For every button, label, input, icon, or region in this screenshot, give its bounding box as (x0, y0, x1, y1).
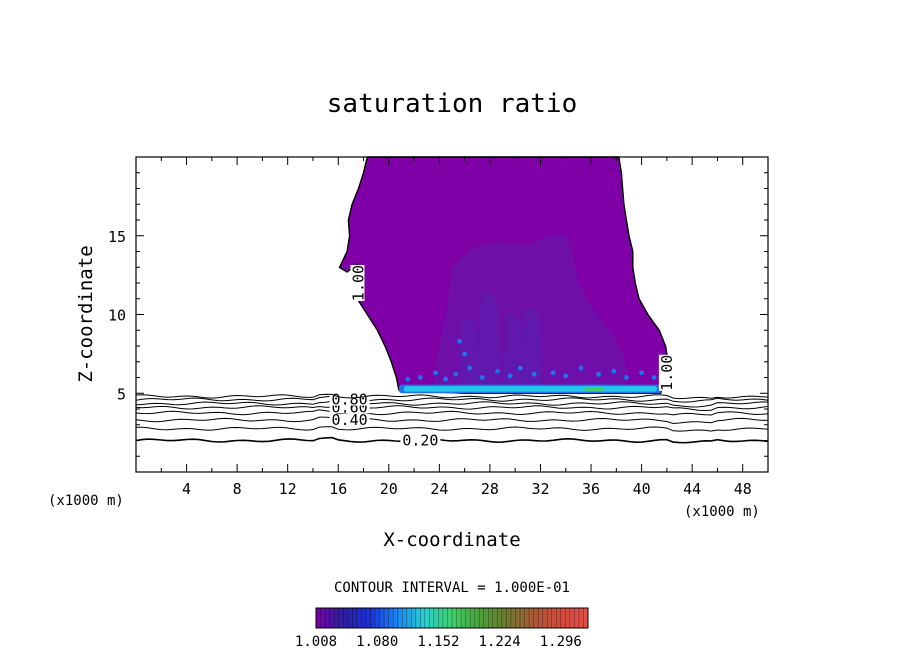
cloud-speckle-5 (467, 365, 473, 371)
cloud-speckle-19 (462, 351, 468, 357)
cloud-shaft-1 (477, 290, 502, 387)
contour-label-bg-2 (329, 412, 370, 427)
y-tick-label-15: 15 (108, 228, 126, 246)
cloud-speckle-18 (651, 375, 657, 380)
x-tick-label-40: 40 (633, 480, 651, 498)
x-tick-label-24: 24 (430, 480, 448, 498)
plot-area: 0.200.400.600.801.001.00 (135, 156, 769, 473)
cloud-speckle-13 (578, 365, 584, 371)
x-tick-label-48: 48 (734, 480, 752, 498)
cloud-label-bg-0 (350, 265, 365, 301)
contour-label-0: 0.20 (402, 432, 438, 450)
cloud-shaft-0 (458, 317, 483, 387)
colorbar-frame (315, 607, 589, 629)
cloud-speckle-8 (507, 373, 513, 379)
x-axis-label: X-coordinate (383, 529, 520, 551)
x-unit-left: (x1000 m) (48, 493, 124, 509)
colorbar-label-0: 1.008 (295, 634, 337, 650)
cloud-speckle-11 (550, 370, 556, 376)
contour-label-6: 0.80 (332, 391, 368, 409)
cloud-speckle-20 (457, 338, 462, 344)
contour-label-bg-6 (329, 391, 370, 406)
colorbar-stripes (320, 608, 584, 628)
cloud-speckle-14 (596, 371, 602, 377)
contour-interval-text: CONTOUR INTERVAL = 1.000E-01 (334, 580, 570, 596)
contour-line-7 (135, 393, 769, 400)
cloud-fills (338, 156, 669, 394)
cloud-speckle-6 (479, 375, 485, 380)
cloud-speckle-9 (517, 365, 523, 371)
cloud-speckle-3 (443, 376, 449, 382)
colorbar-label-1: 1.080 (356, 634, 398, 650)
x-tick-label-28: 28 (481, 480, 499, 498)
cloud-speckle-4 (453, 371, 459, 377)
contour-line-1 (136, 426, 769, 432)
contour-line-3 (135, 409, 769, 416)
cloud-base-core (403, 386, 657, 392)
cloud-speckle-12 (563, 373, 569, 379)
cloud-speckle-7 (495, 368, 500, 374)
x-tick-label-20: 20 (380, 480, 398, 498)
x-tick-label-36: 36 (582, 480, 600, 498)
axis-ticks (136, 157, 768, 472)
x-tick-label-32: 32 (531, 480, 549, 498)
cloud-speckle-2 (433, 370, 438, 376)
y-tick-label-5: 5 (117, 385, 126, 403)
cloud-label-bg-1 (658, 354, 673, 391)
colorbar-label-4: 1.296 (540, 634, 582, 650)
contour-line-5 (135, 400, 769, 408)
contour-line-0 (135, 436, 769, 444)
y-axis-label: Z-coordinate (75, 245, 97, 382)
colorbar-labels: 1.008 1.080 1.152 1.224 1.296 (295, 634, 582, 650)
cloud-speckle-16 (624, 375, 629, 380)
contour-line-4 (135, 405, 769, 412)
contour-lines: 0.200.400.600.801.001.00 (135, 265, 769, 450)
cloud-speckle-0 (405, 376, 411, 382)
colorbar-label-3: 1.224 (479, 634, 521, 650)
cloud-speckle-10 (531, 371, 537, 377)
cloud-shaft-3 (521, 306, 544, 387)
x-unit-right: (x1000 m) (684, 504, 760, 520)
cloud-contour-label-0: 1.00 (349, 265, 367, 301)
x-tick-label-8: 8 (233, 480, 242, 498)
chart-title: saturation ratio (327, 89, 577, 119)
x-tick-label-16: 16 (329, 480, 347, 498)
y-tick-label-10: 10 (108, 307, 126, 325)
colorbar: 1.008 1.080 1.152 1.224 1.296 (295, 607, 589, 650)
contour-line-2 (135, 416, 769, 425)
x-tick-label-44: 44 (683, 480, 701, 498)
contour-line-6 (135, 395, 769, 403)
cloud-base-green (584, 386, 604, 391)
colorbar-label-2: 1.152 (417, 634, 459, 650)
x-tick-label-12: 12 (279, 480, 297, 498)
cloud-speckle-17 (639, 370, 644, 376)
cloud-speckle-1 (418, 375, 423, 380)
cloud-speckle-15 (611, 368, 617, 374)
x-tick-label-4: 4 (182, 480, 191, 498)
cloud-contour-label-1: 1.00 (658, 355, 676, 391)
contour-label-2: 0.40 (332, 411, 368, 429)
contour-label-bg-0 (400, 432, 441, 447)
